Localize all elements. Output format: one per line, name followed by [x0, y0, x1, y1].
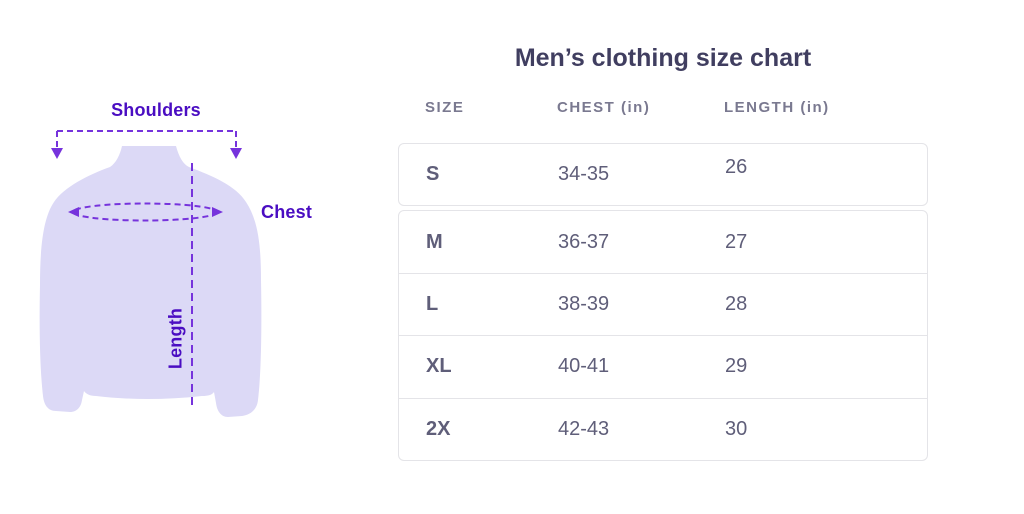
length-cell: 29 — [725, 355, 748, 378]
table-header: SIZE CHEST (in) LENGTH (in) — [398, 99, 928, 116]
arrow-down-left-icon — [51, 148, 63, 159]
size-cell: L — [426, 293, 439, 316]
table-row: M 36-37 27 — [399, 211, 927, 273]
column-header-chest: CHEST (in) — [557, 99, 651, 116]
arrow-right-icon — [212, 207, 223, 217]
page-title: Men’s clothing size chart — [514, 44, 812, 72]
table-box-s: S 34-35 26 — [398, 143, 928, 206]
shirt-illustration — [39, 130, 262, 417]
table-row: S 34-35 26 — [399, 144, 927, 205]
table-box-rest: M 36-37 27 L 38-39 28 XL 40-41 29 2X 42-… — [398, 210, 928, 461]
shoulders-measure-line — [56, 130, 237, 149]
column-header-length: LENGTH (in) — [724, 99, 830, 116]
chest-cell: 38-39 — [558, 293, 610, 316]
arrow-down-right-icon — [230, 148, 242, 159]
chest-cell: 42-43 — [558, 417, 610, 440]
table-row: L 38-39 28 — [399, 273, 927, 335]
table-row: 2X 42-43 30 — [399, 397, 927, 460]
chest-cell: 36-37 — [558, 230, 610, 253]
length-cell: 27 — [725, 230, 748, 253]
size-cell: M — [426, 230, 443, 253]
size-cell: 2X — [426, 417, 451, 440]
shoulders-label: Shoulders — [111, 100, 201, 120]
length-cell: 26 — [725, 156, 748, 178]
size-cell: XL — [426, 355, 452, 378]
length-cell: 28 — [725, 293, 748, 316]
chest-cell: 40-41 — [558, 355, 610, 378]
length-cell: 30 — [725, 417, 748, 440]
chest-label: Chest — [261, 202, 313, 222]
shirt-silhouette — [39, 146, 262, 417]
arrow-left-icon — [68, 207, 79, 217]
table-row: XL 40-41 29 — [399, 335, 927, 397]
column-header-size: SIZE — [425, 99, 465, 116]
length-label: Length — [165, 307, 186, 370]
size-cell: S — [426, 163, 440, 185]
chest-cell: 34-35 — [558, 163, 610, 185]
